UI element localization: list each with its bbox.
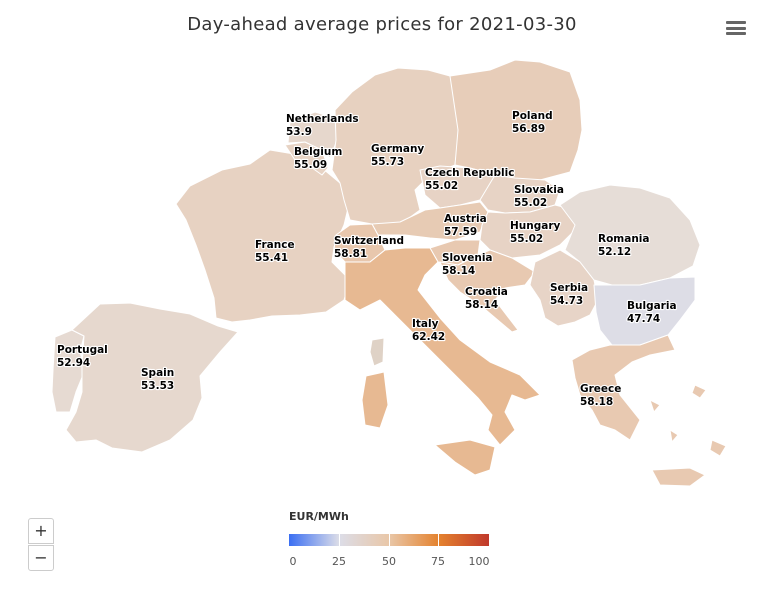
- legend-label: 25: [332, 555, 346, 568]
- country-label-italy: Italy: [412, 318, 439, 330]
- legend-tick-mark: [438, 534, 439, 546]
- region-italy-sardinia[interactable]: [361, 371, 389, 429]
- region-greece[interactable]: [571, 334, 676, 441]
- country-label-slovenia: Slovenia: [442, 252, 493, 264]
- country-value-bulgaria: 47.74: [627, 313, 660, 325]
- zoom-in-button[interactable]: +: [28, 518, 54, 544]
- country-value-spain: 53.53: [141, 380, 174, 392]
- country-label-austria: Austria: [444, 213, 487, 225]
- zoom-out-button[interactable]: −: [28, 545, 54, 571]
- legend-label: 50: [382, 555, 396, 568]
- country-value-italy: 62.42: [412, 331, 445, 343]
- country-value-slovakia: 55.02: [514, 197, 547, 209]
- region-italy[interactable]: [344, 247, 541, 446]
- country-value-slovenia: 58.14: [442, 265, 475, 277]
- legend-tick-mark: [389, 534, 390, 546]
- country-label-croatia: Croatia: [465, 286, 508, 298]
- region-italy-sicily[interactable]: [434, 439, 496, 476]
- country-value-poland: 56.89: [512, 123, 545, 135]
- country-label-hungary: Hungary: [510, 220, 561, 232]
- country-value-germany: 55.73: [371, 156, 404, 168]
- region-croatia[interactable]: [439, 249, 536, 333]
- map-title: Day-ahead average prices for 2021-03-30: [187, 14, 577, 35]
- country-label-belgium: Belgium: [294, 146, 342, 158]
- country-label-germany: Germany: [371, 143, 424, 155]
- region-france[interactable]: [175, 149, 351, 323]
- legend-label: 0: [289, 555, 297, 568]
- country-label-romania: Romania: [598, 233, 650, 245]
- hamburger-menu-icon[interactable]: [726, 21, 746, 39]
- region-greece-crete[interactable]: [651, 467, 706, 487]
- country-label-serbia: Serbia: [550, 282, 588, 294]
- country-value-czech-republic: 55.02: [425, 180, 458, 192]
- country-value-france: 55.41: [255, 252, 288, 264]
- region-netherlands[interactable]: [287, 111, 338, 159]
- legend-label: 100: [468, 555, 490, 568]
- legend-label: 75: [431, 555, 445, 568]
- legend-tick-mark: [339, 534, 340, 546]
- region-corsica[interactable]: [369, 337, 385, 367]
- country-label-czech-republic: Czech Republic: [425, 167, 514, 179]
- region-bulgaria[interactable]: [593, 276, 696, 346]
- country-value-greece: 58.18: [580, 396, 613, 408]
- country-value-hungary: 55.02: [510, 233, 543, 245]
- country-label-switzerland: Switzerland: [334, 235, 404, 247]
- country-label-spain: Spain: [141, 367, 174, 379]
- country-value-romania: 52.12: [598, 246, 631, 258]
- region-poland[interactable]: [449, 59, 583, 181]
- country-value-serbia: 54.73: [550, 295, 583, 307]
- country-value-croatia: 58.14: [465, 299, 498, 311]
- country-label-greece: Greece: [580, 383, 621, 395]
- country-value-portugal: 52.94: [57, 357, 90, 369]
- legend-title: EUR/MWh: [289, 510, 349, 523]
- country-value-netherlands: 53.9: [286, 126, 312, 138]
- region-serbia[interactable]: [529, 249, 599, 327]
- country-label-france: France: [255, 239, 295, 251]
- country-label-netherlands: Netherlands: [286, 113, 359, 125]
- country-value-belgium: 55.09: [294, 159, 327, 171]
- region-romania[interactable]: [559, 184, 701, 286]
- country-label-slovakia: Slovakia: [514, 184, 564, 196]
- country-label-portugal: Portugal: [57, 344, 108, 356]
- region-spain[interactable]: [65, 302, 239, 453]
- country-value-switzerland: 58.81: [334, 248, 367, 260]
- country-label-bulgaria: Bulgaria: [627, 300, 677, 312]
- country-value-austria: 57.59: [444, 226, 477, 238]
- region-greece-islands[interactable]: [649, 384, 727, 457]
- country-label-poland: Poland: [512, 110, 553, 122]
